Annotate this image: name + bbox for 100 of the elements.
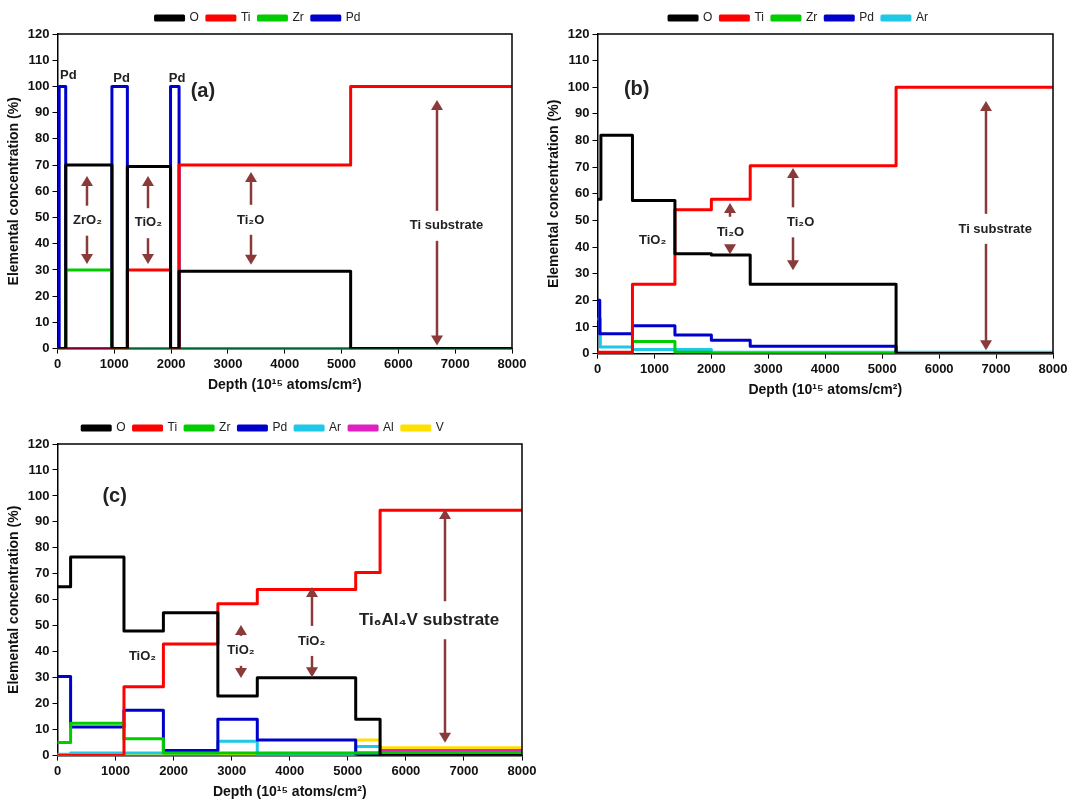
y-tick-label: 80: [35, 130, 50, 146]
x-tick-label: 0: [53, 762, 62, 778]
x-tick-label: 7000: [449, 762, 479, 778]
y-tick-label: 70: [575, 158, 590, 174]
y-tick-label: 10: [575, 318, 590, 334]
x-tick-label: 3000: [217, 762, 247, 778]
x-tick-label: 5000: [333, 762, 363, 778]
x-tick-label: 4000: [810, 360, 840, 376]
y-tick-label: 90: [35, 104, 50, 120]
y-tick-label: 90: [575, 105, 590, 121]
y-tick-label: 60: [35, 182, 50, 198]
y-tick-label: 30: [575, 265, 590, 281]
annotation: Ti₂O: [787, 214, 815, 230]
y-tick-label: 100: [27, 487, 50, 503]
y-tick-label: 30: [35, 669, 50, 685]
y-tick-label: 110: [568, 52, 590, 68]
x-tick-label: 0: [53, 355, 62, 371]
x-tick-label: 7000: [440, 355, 470, 371]
legend-label: O: [116, 420, 126, 435]
annotation: Ti substrate: [958, 220, 1032, 236]
y-tick-label: 50: [35, 617, 50, 633]
y-tick-label: 110: [28, 51, 50, 67]
x-tick-label: 2000: [156, 355, 186, 371]
legend-label: Zr: [219, 420, 231, 435]
y-tick-label: 50: [575, 212, 590, 228]
annotation: Ti substrate: [409, 217, 484, 233]
y-tick-label: 50: [35, 209, 50, 225]
annotation: TiO₂: [128, 648, 157, 664]
legend-label: Ti: [754, 10, 764, 25]
y-tick-label: 40: [35, 235, 50, 251]
y-axis-title: Elemental concentration (%): [545, 99, 562, 288]
y-tick-label: 20: [35, 287, 50, 303]
x-axis-title: Depth (10¹⁵ atoms/cm²): [207, 376, 362, 393]
y-tick-label: 60: [575, 185, 590, 201]
x-tick-label: 3000: [213, 355, 243, 371]
y-tick-label: 100: [27, 78, 50, 94]
legend-label: Pd: [345, 10, 361, 25]
annotation: (b): [623, 77, 650, 100]
y-tick-label: 0: [42, 340, 50, 356]
y-tick-label: 110: [28, 461, 50, 477]
x-tick-label: 4000: [275, 762, 305, 778]
x-tick-label: 1000: [99, 355, 129, 371]
y-axis-title: Elemental concentration (%): [5, 505, 22, 694]
legend-label: Zr: [292, 10, 304, 25]
annotation: (c): [102, 483, 127, 506]
legend-label: O: [189, 10, 199, 25]
legend-label: Ar: [915, 10, 928, 25]
legend-label: Ti: [167, 420, 178, 435]
y-tick-label: 20: [35, 695, 50, 711]
y-tick-label: 70: [35, 156, 50, 172]
annotation: TiO₂: [227, 642, 255, 658]
legend-label: Zr: [805, 10, 818, 25]
annotation: TiO₂: [639, 231, 667, 247]
x-tick-label: 8000: [507, 762, 537, 778]
x-tick-label: 6000: [924, 360, 954, 376]
y-tick-label: 60: [35, 591, 50, 607]
x-tick-label: 5000: [327, 355, 357, 371]
legend-label: Pd: [859, 10, 874, 25]
y-tick-label: 80: [575, 132, 590, 148]
y-tick-label: 40: [575, 238, 590, 254]
annotation: Pd: [168, 70, 186, 86]
y-tick-label: 30: [35, 261, 50, 277]
y-tick-label: 20: [575, 291, 590, 307]
legend-label: O: [703, 10, 713, 25]
legend-label: Ti: [240, 10, 251, 25]
y-tick-label: 70: [35, 565, 50, 581]
x-tick-label: 8000: [497, 355, 527, 371]
y-tick-label: 10: [35, 313, 50, 329]
y-tick-label: 90: [35, 513, 50, 529]
x-tick-label: 2000: [696, 360, 726, 376]
annotation: Ti₆Al₄V substrate: [358, 610, 500, 630]
y-tick-label: 120: [567, 25, 590, 41]
y-axis-title: Elemental concentration (%): [5, 97, 22, 286]
y-tick-label: 100: [567, 78, 590, 94]
x-tick-label: 6000: [383, 355, 413, 371]
y-tick-label: 120: [27, 25, 50, 41]
x-tick-label: 0: [593, 360, 602, 376]
y-tick-label: 120: [27, 435, 50, 451]
annotation: TiO₂: [134, 214, 163, 230]
x-tick-label: 4000: [270, 355, 300, 371]
legend-label: Pd: [272, 420, 288, 435]
annotation: Ti₂O: [716, 223, 745, 239]
x-tick-label: 5000: [867, 360, 897, 376]
y-tick-label: 0: [42, 747, 50, 763]
y-tick-label: 10: [35, 721, 50, 737]
x-tick-label: 7000: [981, 360, 1011, 376]
x-axis-title: Depth (10¹⁵ atoms/cm²): [748, 381, 903, 398]
x-tick-label: 1000: [639, 360, 669, 376]
annotation: TiO₂: [297, 632, 326, 648]
legend-label: V: [435, 420, 444, 435]
y-tick-label: 40: [35, 643, 50, 659]
annotation: ZrO₂: [73, 211, 103, 227]
legend-label: Ar: [329, 420, 342, 435]
x-tick-label: 8000: [1038, 360, 1068, 376]
y-tick-label: 0: [582, 345, 590, 361]
legend-label: Al: [383, 420, 394, 435]
y-tick-label: 80: [35, 539, 50, 555]
annotation: Pd: [113, 70, 130, 86]
x-tick-label: 6000: [391, 762, 421, 778]
x-tick-label: 1000: [101, 762, 131, 778]
